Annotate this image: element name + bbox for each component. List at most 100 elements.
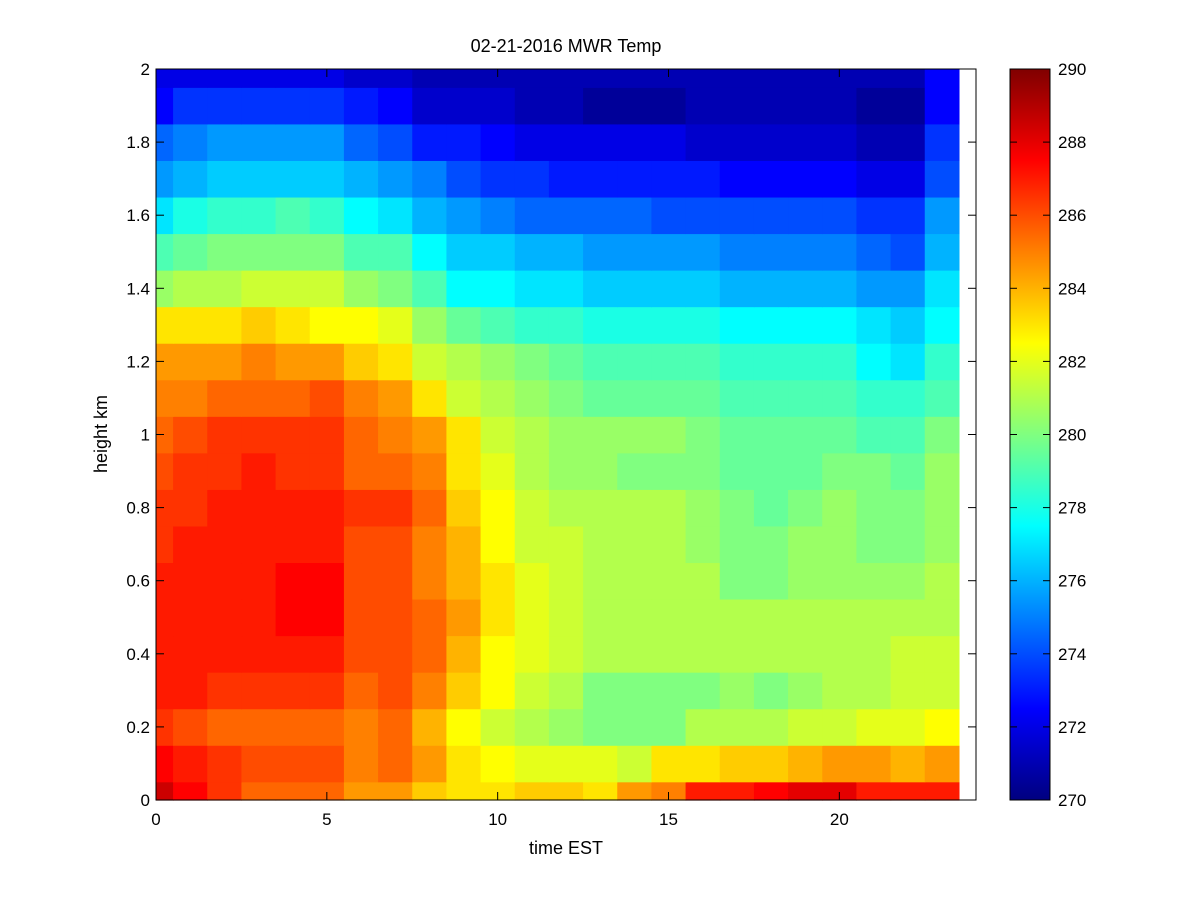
heatmap-cell xyxy=(753,562,789,600)
heatmap-cell xyxy=(788,562,823,600)
heatmap-cell xyxy=(583,598,618,637)
heatmap-cell xyxy=(856,196,892,235)
heatmap-cell xyxy=(309,270,345,308)
heatmap-cell xyxy=(753,270,789,308)
heatmap-cell xyxy=(788,343,823,381)
heatmap-cell xyxy=(446,672,482,710)
heatmap-cell xyxy=(275,343,311,381)
heatmap-cell xyxy=(651,416,687,454)
heatmap-cell xyxy=(275,452,311,490)
heatmap-cell xyxy=(343,87,379,125)
heatmap-cell xyxy=(412,781,448,801)
heatmap-cell xyxy=(548,270,584,308)
heatmap-cell xyxy=(412,452,448,490)
heatmap-cell xyxy=(241,123,277,161)
heatmap-cell xyxy=(788,270,823,308)
heatmap-cell xyxy=(156,123,174,161)
heatmap-cell xyxy=(719,781,755,801)
x-tick-label: 0 xyxy=(151,810,160,829)
heatmap-cell xyxy=(309,745,345,783)
heatmap-cell xyxy=(480,416,516,454)
heatmap-cell xyxy=(156,87,174,125)
heatmap-cell xyxy=(412,379,448,417)
heatmap-cell xyxy=(378,270,413,308)
heatmap-cell xyxy=(822,598,858,637)
colorbar-tick-label: 272 xyxy=(1058,718,1086,737)
heatmap-cell xyxy=(275,196,311,235)
heatmap-cell xyxy=(412,598,448,637)
heatmap-cell xyxy=(856,562,892,600)
heatmap-cell xyxy=(583,123,618,161)
heatmap-cell xyxy=(514,745,550,783)
heatmap-cell xyxy=(651,452,687,490)
heatmap-cell xyxy=(275,160,311,198)
heatmap-cell xyxy=(412,525,448,564)
heatmap-cell xyxy=(207,233,243,271)
heatmap-cell xyxy=(924,379,960,417)
heatmap-cell xyxy=(924,635,960,673)
heatmap-cell xyxy=(378,416,413,454)
heatmap-cell xyxy=(685,672,721,710)
heatmap-cell xyxy=(753,708,789,746)
heatmap-cell xyxy=(583,781,618,801)
heatmap-cell xyxy=(514,598,550,637)
heatmap-cell xyxy=(753,416,789,454)
heatmap-cell xyxy=(719,525,755,564)
heatmap-cell xyxy=(583,562,618,600)
heatmap-cell xyxy=(514,672,550,710)
colorbar-tick-label: 284 xyxy=(1058,279,1086,298)
heatmap-cell xyxy=(480,672,516,710)
y-tick-label: 0.2 xyxy=(126,718,150,737)
heatmap-cell xyxy=(856,672,892,710)
heatmap-cell xyxy=(309,123,345,161)
heatmap-cell xyxy=(275,379,311,417)
heatmap-cell xyxy=(514,489,550,527)
heatmap-cell xyxy=(241,306,277,344)
heatmap-cell xyxy=(583,672,618,710)
heatmap-cell xyxy=(856,379,892,417)
heatmap-cell xyxy=(856,233,892,271)
heatmap-cell xyxy=(856,525,892,564)
heatmap-cell xyxy=(343,379,379,417)
heatmap-cell xyxy=(309,562,345,600)
heatmap-cell xyxy=(719,379,755,417)
heatmap-cell xyxy=(685,525,721,564)
heatmap-cell xyxy=(617,343,653,381)
heatmap-cell xyxy=(207,635,243,673)
heatmap-cell xyxy=(309,196,345,235)
heatmap-cell xyxy=(446,489,482,527)
heatmap-cell xyxy=(412,745,448,783)
heatmap-cell xyxy=(275,270,311,308)
heatmap-cell xyxy=(924,745,960,783)
heatmap-cell xyxy=(412,343,448,381)
heatmap-cell xyxy=(753,452,789,490)
heatmap-cell xyxy=(275,123,311,161)
heatmap-cell xyxy=(788,452,823,490)
heatmap-cell xyxy=(514,69,550,88)
heatmap-cell xyxy=(685,306,721,344)
heatmap-cell xyxy=(617,306,653,344)
heatmap-cell xyxy=(514,379,550,417)
heatmap-cell xyxy=(309,160,345,198)
colorbar-tick-label: 286 xyxy=(1058,206,1086,225)
heatmap-cell xyxy=(343,69,379,88)
heatmap-cell xyxy=(548,562,584,600)
heatmap-cells xyxy=(156,69,960,801)
heatmap-cell xyxy=(548,672,584,710)
heatmap-cell xyxy=(651,525,687,564)
heatmap-cell xyxy=(788,708,823,746)
heatmap-cell xyxy=(207,160,243,198)
heatmap-cell xyxy=(309,781,345,801)
x-tick-label: 5 xyxy=(322,810,331,829)
heatmap-cell xyxy=(719,69,755,88)
heatmap-cell xyxy=(309,306,345,344)
heatmap-cell xyxy=(241,489,277,527)
heatmap-cell xyxy=(309,233,345,271)
heatmap-cell xyxy=(343,416,379,454)
heatmap-cell xyxy=(753,598,789,637)
heatmap-cell xyxy=(514,233,550,271)
y-tick-label: 2 xyxy=(141,60,150,79)
heatmap-cell xyxy=(685,745,721,783)
heatmap-cell xyxy=(719,745,755,783)
